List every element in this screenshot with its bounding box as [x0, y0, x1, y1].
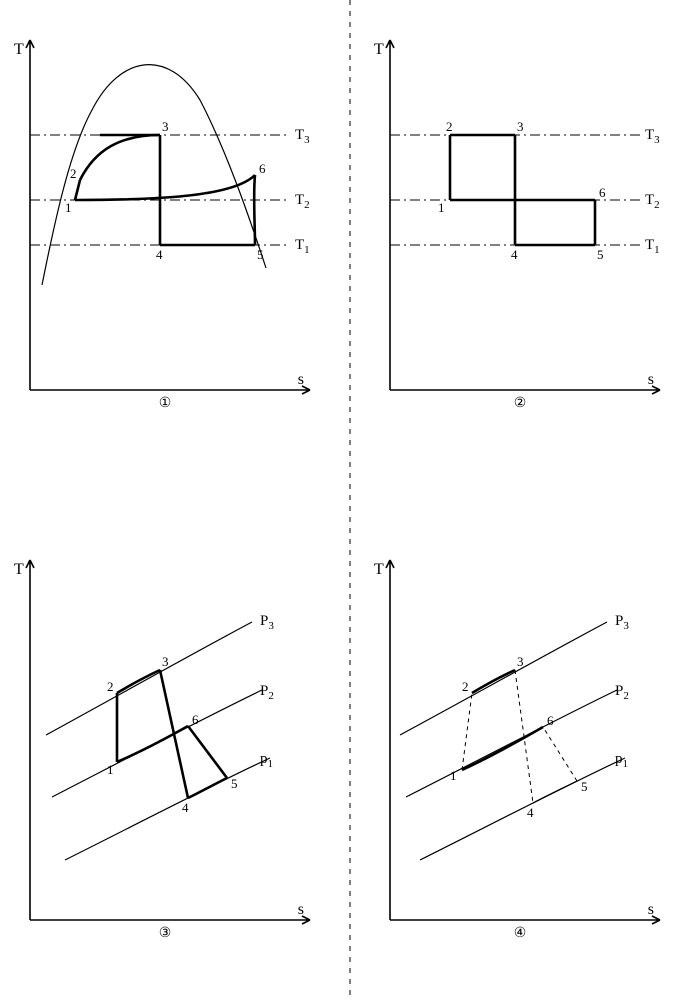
isobar-p1: [65, 758, 270, 860]
t2-label: T2: [645, 192, 660, 211]
point-6-label: 6: [599, 185, 606, 200]
p1-label: p1: [260, 751, 273, 770]
x-axis-label: s: [648, 901, 654, 918]
t3-label: T3: [645, 127, 660, 146]
p1-label: p1: [615, 751, 628, 770]
y-axis: [386, 40, 394, 390]
segment-4-5: [188, 778, 227, 798]
segment-2-3: [80, 135, 160, 180]
panel-number-3: ③: [159, 926, 172, 941]
y-axis-label: T: [374, 561, 384, 578]
x-axis-label: s: [298, 901, 304, 918]
y-axis: [26, 560, 34, 920]
point-4-label: 4: [182, 800, 189, 815]
point-2-label: 2: [446, 119, 453, 134]
segment-2-3: [117, 670, 160, 693]
point-1-label: 1: [65, 200, 72, 215]
segment-5-6-dashed: [543, 727, 577, 781]
point-1-label: 1: [438, 200, 445, 215]
point-2-label: 2: [107, 679, 114, 694]
ts-diagrams-svg: T s T1 T2 T3 1 2 3 4 5 6 ① T s T1 T2: [0, 0, 679, 1000]
point-5-label: 5: [597, 247, 604, 262]
isobar-p3: [400, 622, 607, 735]
t3-label: T3: [295, 127, 310, 146]
segment-4-5: [533, 781, 577, 803]
t2-label: T2: [295, 192, 310, 211]
point-3-label: 3: [162, 119, 169, 134]
point-6-label: 6: [547, 713, 554, 728]
p2-label: P2: [615, 683, 629, 702]
x-axis: [390, 386, 660, 394]
panel-2: T s T1 T2 T3 1 2 3 4 5 6 ②: [374, 40, 660, 411]
panel-1: T s T1 T2 T3 1 2 3 4 5 6 ①: [14, 40, 310, 411]
point-5-label: 5: [231, 776, 238, 791]
x-axis: [30, 386, 310, 394]
t1-label: T1: [295, 237, 310, 256]
point-2-label: 2: [462, 679, 469, 694]
segment-6-1: [462, 727, 543, 770]
point-1-label: 1: [450, 768, 457, 783]
point-5-label: 5: [581, 779, 588, 794]
isobar-p3: [46, 622, 252, 735]
x-axis: [30, 916, 310, 924]
segment-6-1: [75, 175, 255, 200]
y-axis: [386, 560, 394, 920]
point-2-label: 2: [70, 166, 77, 181]
segment-5-6: [188, 726, 227, 778]
point-6-label: 6: [192, 712, 199, 727]
point-4-label: 4: [511, 247, 518, 262]
t1-label: T1: [645, 237, 660, 256]
y-axis-label: T: [374, 41, 384, 58]
panel-number-4: ④: [514, 926, 527, 941]
y-axis: [26, 40, 34, 390]
y-axis-label: T: [14, 561, 24, 578]
point-5-label: 5: [257, 247, 264, 262]
segment-1-2-dashed: [462, 693, 472, 770]
point-3-label: 3: [517, 654, 524, 669]
p3-label: P3: [260, 613, 274, 632]
p3-label: P3: [615, 613, 629, 632]
point-4-label: 4: [527, 805, 534, 820]
point-1-label: 1: [107, 762, 114, 777]
panel-4: T s P3 P2 p1 1 2 3 4 5 6 ④: [374, 560, 660, 941]
diagram-page: T s T1 T2 T3 1 2 3 4 5 6 ① T s T1 T2: [0, 0, 679, 1000]
p2-label: P2: [260, 683, 274, 702]
point-3-label: 3: [162, 654, 169, 669]
segment-5-6: [254, 175, 255, 245]
segment-2-3: [472, 670, 515, 693]
segment-1-2: [75, 180, 80, 200]
point-3-label: 3: [517, 119, 524, 134]
y-axis-label: T: [14, 41, 24, 58]
panel-3: T s P3 P2 p1 1 2 3 4 5 6 ③: [14, 560, 310, 941]
segment-3-4-dashed: [515, 670, 533, 803]
x-axis-label: s: [648, 371, 654, 388]
point-4-label: 4: [156, 247, 163, 262]
point-6-label: 6: [259, 161, 266, 176]
x-axis: [390, 916, 660, 924]
x-axis-label: s: [298, 371, 304, 388]
panel-number-1: ①: [159, 396, 172, 411]
panel-number-2: ②: [514, 396, 527, 411]
